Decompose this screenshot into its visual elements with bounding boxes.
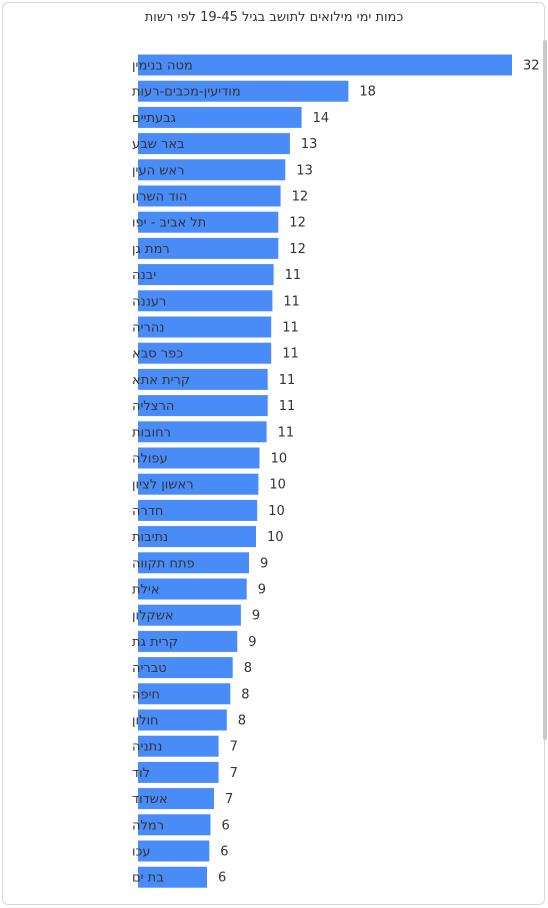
value-label: 10 [267,530,284,545]
category-label: עפולה [132,452,168,467]
value-label: 9 [248,635,256,650]
value-label: 9 [258,583,266,598]
value-label: 10 [269,478,286,493]
bar [138,395,268,417]
category-label: חדרה [132,504,163,519]
bar [138,709,227,731]
category-label: חולון [132,714,159,729]
bar [138,814,211,836]
value-label: 13 [296,163,313,178]
value-label: 11 [279,399,296,414]
value-label: 11 [282,347,299,362]
bar [138,133,290,155]
category-label: רמת גן [132,242,170,257]
bar [138,552,249,574]
bar [138,473,259,495]
bar [138,421,267,443]
scrollbar[interactable] [543,40,547,740]
category-label: רחובות [132,425,171,440]
bar [138,866,207,888]
category-label: עכו [132,845,151,860]
category-label: מטה בנימין [132,59,193,74]
bar [138,185,281,207]
bar [138,683,231,705]
value-label: 12 [289,242,306,257]
bar [138,211,279,233]
category-label: פתח תקווה [132,556,195,571]
value-label: 13 [301,137,318,152]
value-label: 10 [268,504,285,519]
category-label: אשדוד [132,792,168,807]
category-label: ראשון לציון [132,478,194,493]
category-label: ראש העין [132,163,184,178]
value-label: 6 [220,845,228,860]
bar [138,316,272,338]
value-label: 10 [271,452,288,467]
category-label: טבריה [132,661,167,676]
category-label: רמלה [132,818,164,833]
value-label: 7 [230,766,238,781]
category-label: קרית אתא [132,373,190,388]
value-label: 9 [252,609,260,624]
value-label: 18 [359,85,376,100]
category-label: חיפה [132,687,160,702]
value-label: 12 [289,216,306,231]
value-label: 11 [278,425,295,440]
category-label: באר שבע [132,137,185,152]
bar [138,106,302,128]
bar [138,657,233,679]
category-label: כפר סבא [132,347,183,362]
bar [138,342,272,364]
bar [138,735,219,757]
value-label: 32 [523,59,540,74]
category-label: הרצליה [132,399,174,414]
bar [138,630,238,652]
category-label: נתיבות [132,530,168,545]
category-label: תל אביב - יפו [132,216,206,231]
category-label: אשקלון [132,609,174,624]
bar [138,840,210,862]
bar [138,499,258,521]
category-label: נתניה [132,740,162,755]
bar [138,290,273,312]
category-label: נהריה [132,321,164,336]
category-label: בת ים [132,871,164,886]
bar [138,604,241,626]
category-label: לוד [132,766,150,781]
bar [138,526,256,548]
category-label: קרית גת [132,635,178,650]
value-label: 8 [238,714,246,729]
bar [138,54,512,76]
value-label: 11 [283,294,300,309]
bar [138,761,219,783]
value-label: 14 [313,111,330,126]
value-label: 12 [292,190,309,205]
bar [138,159,286,181]
bar [138,237,279,259]
value-label: 11 [279,373,296,388]
bar [138,578,247,600]
value-label: 7 [225,792,233,807]
category-label: הוד השרון [132,190,187,205]
value-label: 8 [241,687,249,702]
category-label: יבנה [132,268,156,283]
value-label: 11 [285,268,302,283]
value-label: 7 [230,740,238,755]
category-label: אילת [132,583,160,598]
category-label: רעננה [132,294,166,309]
value-label: 6 [218,871,226,886]
bar [138,788,214,810]
bar [138,447,260,469]
category-label: מודיעין-מכבים-רעות [132,85,241,100]
category-label: גבעתיים [132,111,176,126]
value-label: 6 [222,818,230,833]
bar [138,264,274,286]
bar [138,80,349,102]
value-label: 8 [244,661,252,676]
value-label: 11 [282,321,299,336]
value-label: 9 [260,556,268,571]
chart-title: כמות ימי מילואים לתושב בגיל 19-45 לפי רש… [144,10,404,25]
bar [138,368,268,390]
